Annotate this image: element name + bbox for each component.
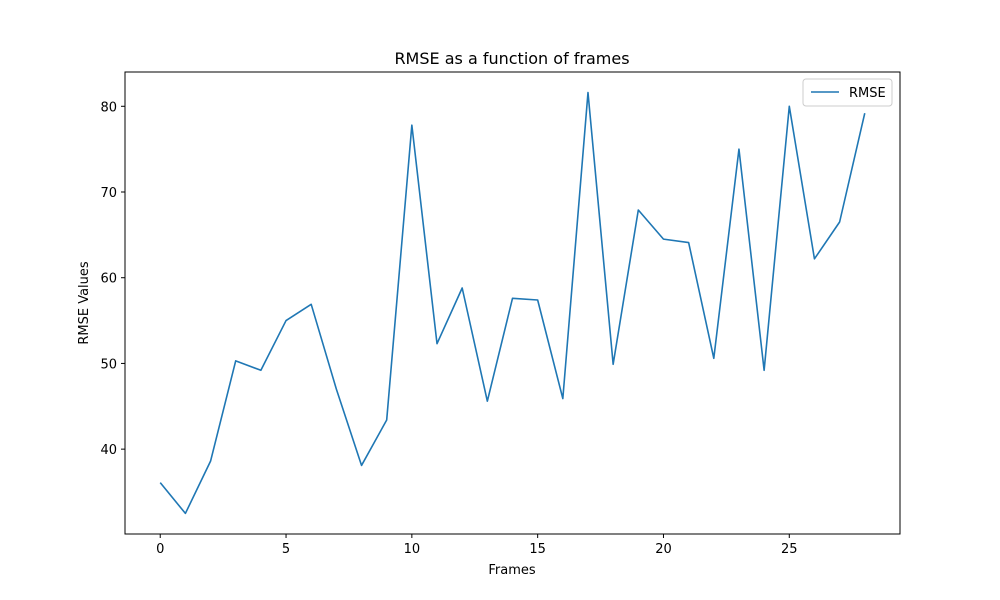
y-tick-label: 60 [100,272,117,287]
x-axis-label: Frames [488,563,536,578]
y-tick-label: 70 [100,186,117,201]
x-tick-label: 25 [781,542,798,557]
chart-title: RMSE as a function of frames [394,49,629,68]
legend: RMSE [802,78,893,107]
series-layer [159,91,866,515]
y-tick-label: 50 [100,357,117,372]
y-axis-ticks: 40 50 60 70 80 [100,100,125,458]
x-tick-label: 15 [529,542,546,557]
y-tick-label: 40 [100,443,117,458]
x-tick-label: 10 [404,542,421,557]
x-tick-label: 5 [282,542,290,557]
x-axis-ticks: 0 5 10 15 20 25 [156,534,798,557]
y-axis-label: RMSE Values [77,261,92,345]
x-tick-label: 20 [655,542,672,557]
legend-label: RMSE [849,86,886,101]
x-tick-label: 0 [156,542,164,557]
legend-box [802,78,893,107]
y-tick-label: 80 [100,100,117,115]
series-line-rmse [159,91,866,515]
plot-frame [124,71,901,535]
